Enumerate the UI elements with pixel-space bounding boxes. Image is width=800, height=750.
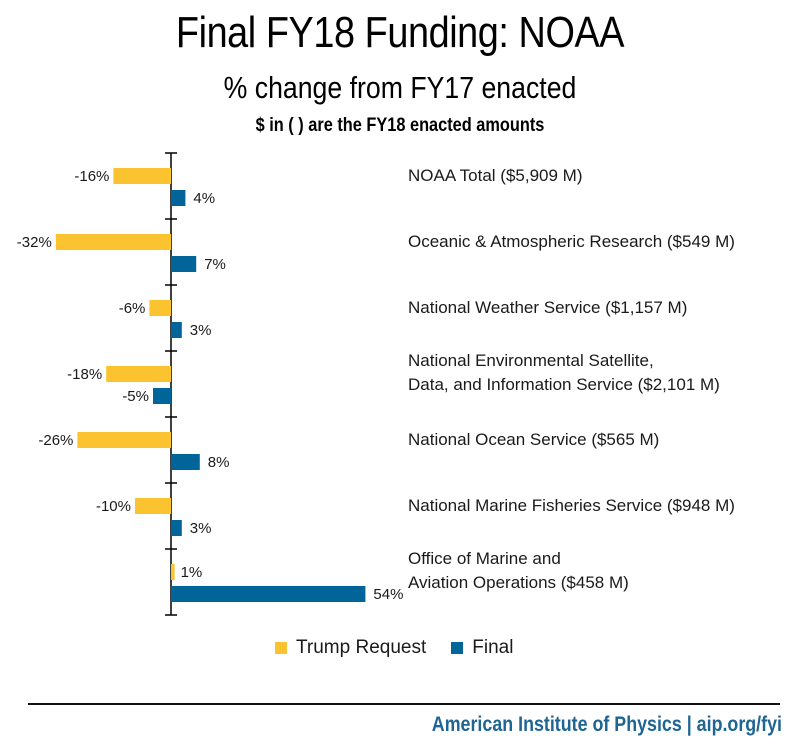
legend-item-trump-request: Trump Request	[275, 637, 426, 659]
data-label: -10%	[96, 498, 131, 515]
chart-subtitle: % change from FY17 enacted	[223, 70, 577, 105]
data-label: 3%	[190, 520, 212, 537]
chart-note: $ in ( ) are the FY18 enacted amounts	[255, 115, 545, 136]
category-label: National Environmental Satellite,	[408, 351, 654, 370]
bar-final	[171, 256, 197, 272]
data-label: 1%	[181, 564, 203, 581]
data-label: -26%	[38, 432, 73, 449]
legend-item-final: Final	[451, 637, 513, 659]
chart-title: Final FY18 Funding: NOAA	[175, 8, 625, 57]
bar-final	[171, 586, 366, 602]
data-label: 3%	[190, 322, 212, 339]
data-label: -5%	[122, 388, 149, 405]
category-label: Data, and Information Service ($2,101 M)	[408, 375, 720, 394]
bar-trump-request	[135, 498, 171, 514]
data-label: 8%	[208, 454, 230, 471]
category-label: National Marine Fisheries Service ($948 …	[408, 496, 735, 515]
bar-final	[171, 190, 186, 206]
legend-swatch-final	[451, 642, 464, 654]
category-label: National Ocean Service ($565 M)	[408, 430, 659, 449]
bar-chart: -16% -32% -6% -18% -26% -10% 1% 4% 7% 3% -5% 8% 3% 54…	[17, 152, 735, 616]
bar-trump-request	[55, 234, 171, 250]
legend-swatch-trump-request	[275, 642, 287, 654]
data-label: -18%	[67, 366, 102, 383]
legend: Trump Request Final	[275, 637, 538, 659]
category-label: Aviation Operations ($458 M)	[408, 573, 629, 592]
category-label: National Weather Service ($1,157 M)	[408, 298, 687, 317]
bar-trump-request	[106, 366, 171, 382]
bar-final	[171, 454, 200, 470]
footer-divider	[28, 703, 780, 705]
bar-trump-request	[77, 432, 171, 448]
data-label: 7%	[204, 256, 226, 273]
bar-trump-request	[171, 564, 175, 580]
bar-final	[171, 322, 182, 338]
category-label: Office of Marine and	[408, 549, 561, 568]
bar-trump-request	[149, 300, 171, 316]
category-label: Oceanic & Atmospheric Research ($549 M)	[408, 232, 735, 251]
bar-final	[171, 520, 182, 536]
bar-final	[153, 388, 171, 404]
data-label: -6%	[119, 300, 146, 317]
data-label: -32%	[17, 234, 52, 251]
legend-label-final: Final	[472, 637, 514, 658]
data-label: -16%	[74, 168, 109, 185]
bar-trump-request	[113, 168, 171, 184]
data-label: 4%	[193, 190, 215, 207]
data-label: 54%	[373, 586, 403, 603]
legend-label-trump-request: Trump Request	[296, 637, 427, 658]
category-label: NOAA Total ($5,909 M)	[408, 166, 583, 185]
footer-credit: American Institute of Physics | aip.org/…	[431, 713, 782, 736]
